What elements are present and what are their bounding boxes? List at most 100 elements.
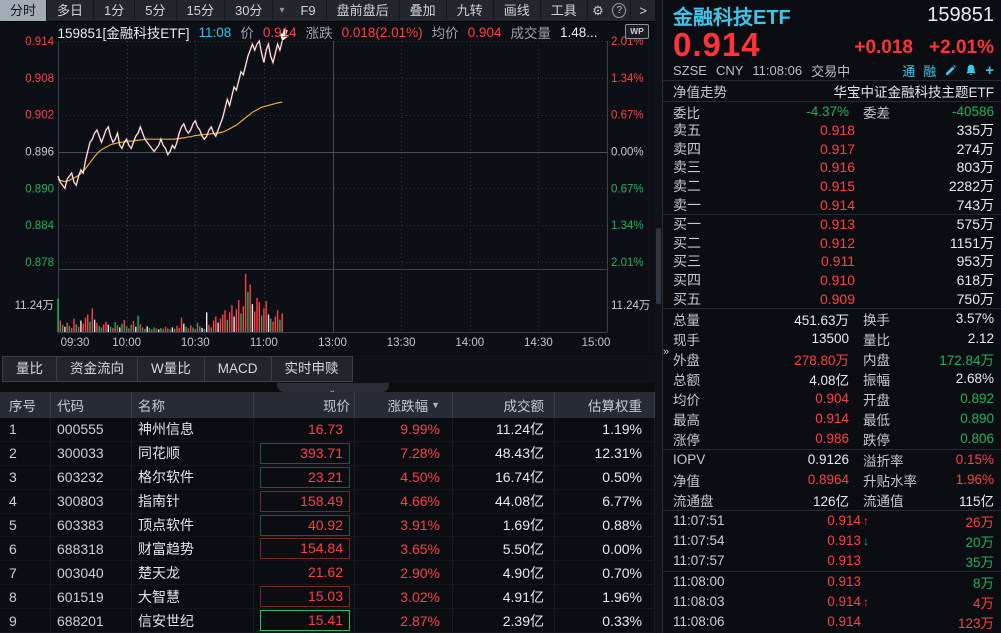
tick-time: 11:07:51 bbox=[673, 513, 725, 529]
level-label: 买二 bbox=[673, 234, 701, 251]
toolbar-period-button[interactable]: 15分 bbox=[177, 0, 225, 21]
level-price: 0.918 bbox=[819, 122, 855, 139]
level-price: 0.913 bbox=[819, 216, 855, 233]
row-seq: 2 bbox=[0, 441, 51, 465]
indicator-tab[interactable]: 资金流向 bbox=[56, 356, 138, 382]
stock-price-cell: 15.41 bbox=[254, 609, 355, 633]
table-row[interactable]: 1 000555 神州信息 16.73 9.99% 11.24亿 1.19% bbox=[0, 418, 655, 442]
svg-text:1.34%: 1.34% bbox=[611, 73, 644, 85]
stat-row: 涨停 0.986 跌停 0.806 bbox=[673, 429, 994, 449]
toolbar-period-button[interactable]: 1分 bbox=[94, 0, 136, 21]
svg-text:13:30: 13:30 bbox=[387, 337, 416, 349]
table-row[interactable]: 2 300033 同花顺 393.71 7.28% 48.43亿 12.31% bbox=[0, 441, 655, 466]
gear-icon[interactable]: ⚙ bbox=[592, 3, 604, 18]
stock-turnover: 4.90亿 bbox=[453, 561, 555, 585]
table-header-cell[interactable]: 估算权重 bbox=[555, 392, 655, 418]
expand-panel-icon[interactable]: » bbox=[663, 346, 670, 358]
toolbar-tool-button[interactable]: 叠加 bbox=[400, 0, 447, 21]
row-seq: 7 bbox=[0, 561, 51, 585]
stat-value: 4.08亿 bbox=[809, 372, 849, 388]
svg-text:0.902: 0.902 bbox=[25, 110, 54, 122]
table-row[interactable]: 8 601519 大智慧 15.03 3.02% 4.91亿 1.96% bbox=[0, 585, 655, 610]
indicator-tab[interactable]: 实时申赎 bbox=[270, 356, 353, 382]
nav-trend-label[interactable]: 净值走势 bbox=[673, 85, 727, 100]
table-header-label: 代码 bbox=[57, 399, 84, 414]
intraday-chart-canvas[interactable]: 0.914 0.908 0.902 0.896 0.890 0.884 0.878 2.01%… bbox=[0, 22, 655, 353]
table-row[interactable]: 3 603232 格尔软件 23.21 4.50% 16.74亿 0.50% bbox=[0, 465, 655, 490]
svg-text:0.00%: 0.00% bbox=[611, 147, 644, 159]
alert-bell-icon[interactable] bbox=[965, 64, 977, 77]
level-volume: 575万 bbox=[956, 216, 994, 233]
table-header-cell[interactable]: 涨跌幅 ▼ bbox=[355, 392, 453, 418]
toolbar-period-button[interactable]: 多日 bbox=[47, 0, 95, 21]
table-header-label: 估算权重 bbox=[588, 399, 642, 414]
table-header-row: 序号 代码 名称 现价 涨跌幅 ▼ 成交额 估算权重 bbox=[0, 392, 655, 418]
add-to-watchlist-icon[interactable]: + bbox=[985, 61, 994, 79]
toolbar-period-button[interactable]: 分时 bbox=[0, 0, 48, 21]
stock-turnover: 16.74亿 bbox=[453, 465, 555, 489]
level-label: 卖一 bbox=[673, 196, 701, 213]
period-dropdown-icon[interactable]: ▾ bbox=[279, 5, 285, 16]
toolbar-period-button[interactable]: 5分 bbox=[135, 0, 177, 21]
toolbar-tool-button[interactable]: 画线 bbox=[494, 0, 541, 21]
tick-row: 11:07:54 0.913 ↓ 20万 bbox=[673, 531, 994, 551]
ask-row: 卖二 0.915 2282万 bbox=[673, 177, 994, 196]
stock-name: 顶点软件 bbox=[132, 513, 254, 537]
svg-text:2.01%: 2.01% bbox=[611, 257, 644, 269]
tick-row: 11:07:51 0.914 ↑ 26万 bbox=[673, 511, 994, 531]
indicator-tabbar: 量比 资金流向 W量比 MACD 实时申赎 bbox=[0, 355, 655, 383]
scrollbar-thumb[interactable] bbox=[656, 228, 661, 304]
intraday-chart[interactable]: 0.914 0.908 0.902 0.896 0.890 0.884 0.878 2.01%… bbox=[0, 22, 655, 353]
indicator-tab[interactable]: MACD bbox=[203, 356, 272, 382]
indicator-tab[interactable]: W量比 bbox=[137, 356, 205, 382]
tick-time: 11:08:03 bbox=[673, 594, 725, 610]
last-price: 0.914 bbox=[673, 26, 761, 63]
stat-label: IOPV bbox=[673, 452, 706, 468]
weicha-value: -40586 bbox=[951, 104, 994, 119]
table-header-cell[interactable]: 代码 bbox=[51, 392, 132, 418]
edit-pencil-icon[interactable] bbox=[944, 64, 957, 77]
level-price: 0.911 bbox=[821, 253, 855, 270]
ask-row: 卖五 0.918 335万 bbox=[673, 121, 994, 140]
table-header-cell[interactable]: 序号 bbox=[0, 392, 51, 418]
level-volume: 803万 bbox=[956, 159, 994, 176]
table-row[interactable]: 4 300803 指南针 158.49 4.66% 44.08亿 6.77% bbox=[0, 489, 655, 514]
table-header-cell[interactable]: 成交额 bbox=[453, 392, 555, 418]
stock-change-pct: 4.66% bbox=[355, 489, 453, 513]
help-icon[interactable]: ? bbox=[612, 3, 627, 18]
collapse-toolbar-icon[interactable]: > bbox=[630, 0, 655, 21]
svg-text:0.914: 0.914 bbox=[25, 36, 54, 48]
indicator-tab[interactable]: 量比 bbox=[2, 356, 57, 382]
stat-value: 0.986 bbox=[815, 431, 849, 447]
toolbar-tool-button[interactable]: 盘前盘后 bbox=[327, 0, 400, 21]
stat-value: 172.84万 bbox=[939, 352, 994, 368]
stat-label: 净值 bbox=[673, 473, 700, 489]
table-header-label: 序号 bbox=[9, 399, 36, 414]
toolbar-tool-button[interactable]: 九转 bbox=[447, 0, 494, 21]
wp-monitor-icon[interactable]: WP bbox=[625, 24, 649, 39]
arrow-down-icon: ↓ bbox=[863, 533, 869, 548]
collapse-handle[interactable]: » bbox=[277, 383, 389, 395]
trading-status: 交易中 bbox=[811, 63, 851, 79]
stock-price-cell: 154.84 bbox=[254, 537, 355, 561]
level-volume: 743万 bbox=[956, 196, 994, 213]
table-row[interactable]: 6 688318 财富趋势 154.84 3.65% 5.50亿 0.00% bbox=[0, 537, 655, 562]
level-label: 卖二 bbox=[673, 178, 701, 195]
arrow-up-icon: ↑ bbox=[863, 594, 869, 609]
table-header-label: 现价 bbox=[323, 399, 350, 414]
toolbar-tool-button[interactable]: 工具 bbox=[541, 0, 588, 21]
table-row[interactable]: 5 603383 顶点软件 40.92 3.91% 1.69亿 0.88% bbox=[0, 513, 655, 538]
stock-price: 16.73 bbox=[307, 420, 343, 437]
stock-code: 003040 bbox=[51, 561, 132, 585]
toolbar-period-button[interactable]: 30分 bbox=[225, 0, 274, 21]
table-header-cell[interactable]: 现价 bbox=[254, 392, 355, 418]
table-row[interactable]: 7 003040 楚天龙 21.62 2.90% 4.90亿 0.70% bbox=[0, 561, 655, 586]
table-row[interactable]: 9 688201 信安世纪 15.41 2.87% 2.39亿 0.33% bbox=[0, 609, 655, 633]
volume-label: 成交量 bbox=[510, 26, 551, 41]
table-header-cell[interactable]: 名称 bbox=[132, 392, 254, 418]
row-seq: 9 bbox=[0, 609, 51, 633]
toolbar-tool-button[interactable]: F9 bbox=[290, 0, 327, 21]
stock-weight: 0.00% bbox=[555, 537, 655, 561]
level-label: 卖三 bbox=[673, 159, 701, 176]
tick-volume: 4万 bbox=[972, 595, 994, 611]
